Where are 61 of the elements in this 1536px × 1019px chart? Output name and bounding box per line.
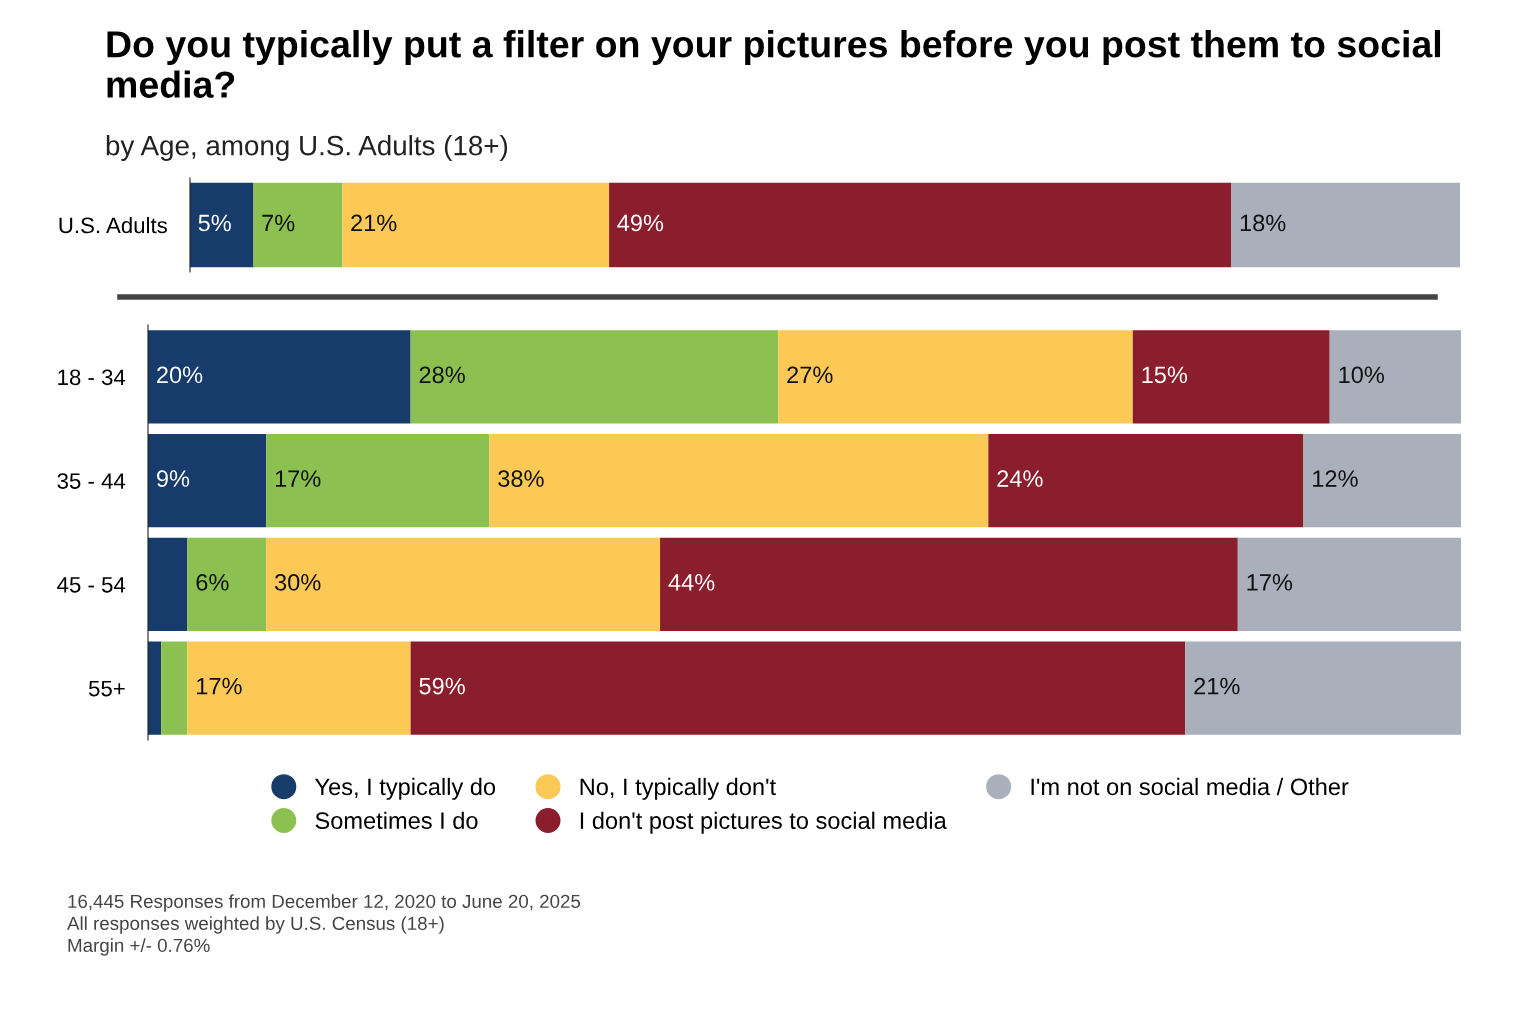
data-label: 30% bbox=[274, 573, 321, 591]
data-label: 20% bbox=[157, 366, 203, 384]
data-label: 6% bbox=[196, 573, 229, 591]
bar bbox=[410, 641, 1186, 735]
legend-label: No, I typically don't bbox=[580, 777, 776, 800]
data-label: 38% bbox=[498, 470, 544, 487]
bar bbox=[187, 641, 411, 735]
data-label: 17% bbox=[197, 677, 242, 695]
bar bbox=[190, 182, 254, 268]
bar bbox=[148, 433, 267, 528]
data-label: 5% bbox=[198, 214, 231, 232]
data-label: 7% bbox=[262, 214, 295, 232]
legend-label: I'm not on social media / Other bbox=[1031, 777, 1349, 796]
bar bbox=[148, 641, 162, 735]
bar bbox=[410, 330, 779, 424]
bar bbox=[187, 537, 267, 632]
data-label: 27% bbox=[787, 366, 833, 384]
y-tick-label: 18 - 34 bbox=[58, 369, 126, 386]
text: 16,445 Responses from December 12, 2020 to June 20, 2025 bbox=[68, 894, 581, 912]
bar bbox=[1132, 330, 1330, 424]
legend-label: Sometimes I do bbox=[315, 811, 478, 830]
data-label: 59% bbox=[419, 677, 465, 695]
bar bbox=[1237, 537, 1461, 632]
chart-subtitle: by Age, among U.S. Adults (18+) bbox=[106, 135, 508, 161]
text: All responses weighted by U.S. Census (18+) bbox=[67, 916, 444, 934]
data-label: 21% bbox=[351, 214, 397, 232]
bar bbox=[988, 433, 1304, 528]
bar bbox=[778, 330, 1133, 424]
bar bbox=[266, 433, 490, 528]
legend-label: Yes, I typically do bbox=[315, 777, 496, 800]
bar bbox=[1185, 641, 1461, 735]
data-label: 9% bbox=[156, 470, 190, 487]
bar bbox=[660, 537, 1238, 632]
data-label: 18% bbox=[1240, 214, 1286, 232]
data-label: 12% bbox=[1313, 470, 1358, 487]
bar bbox=[1329, 330, 1461, 424]
bar bbox=[161, 641, 188, 735]
y-tick-label: U.S. Adults bbox=[59, 216, 167, 234]
data-label: 21% bbox=[1194, 677, 1240, 695]
data-label: 28% bbox=[419, 366, 465, 384]
data-label: 17% bbox=[1247, 574, 1293, 591]
legend-label: I don't post pictures to social media bbox=[580, 811, 947, 834]
data-label: 49% bbox=[617, 214, 664, 232]
chart-title: Do you typically put a filter on your pictures before you post them to social media? bbox=[107, 30, 1441, 98]
data-label: 15% bbox=[1142, 366, 1188, 384]
text: Margin +/- 0.76% bbox=[68, 938, 210, 956]
bar bbox=[1231, 182, 1460, 268]
y-tick-label: 55+ bbox=[88, 680, 125, 697]
data-label: 17% bbox=[275, 470, 321, 487]
data-label: 10% bbox=[1339, 366, 1384, 384]
bar bbox=[148, 537, 188, 632]
y-tick-label: 45 - 54 bbox=[57, 577, 126, 593]
bar bbox=[266, 537, 661, 632]
bar bbox=[489, 433, 989, 528]
bar bbox=[1303, 433, 1461, 528]
bar bbox=[253, 182, 343, 268]
data-label: 24% bbox=[997, 470, 1043, 487]
y-tick-label: 35 - 44 bbox=[57, 473, 126, 489]
bar bbox=[148, 330, 411, 424]
bar bbox=[342, 182, 610, 268]
data-label: 44% bbox=[668, 574, 715, 591]
